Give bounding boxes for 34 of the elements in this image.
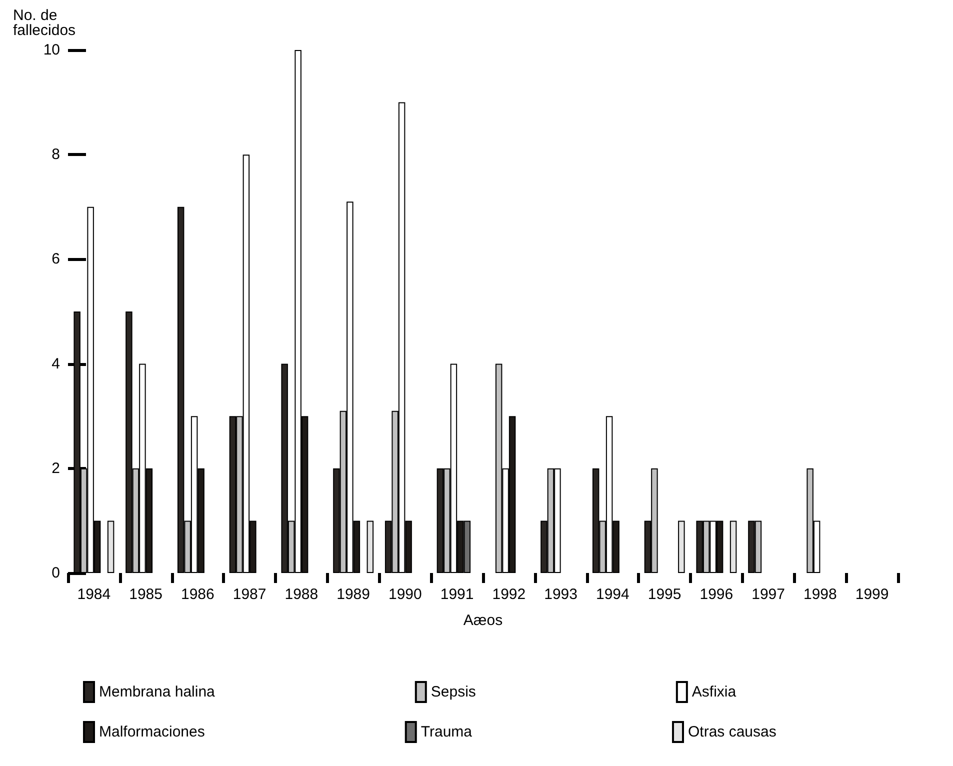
x-tick-label: 1986 xyxy=(181,586,214,603)
y-tick-label: 10 xyxy=(43,42,60,58)
x-tick-label: 1997 xyxy=(752,586,785,603)
y-tick-label: 0 xyxy=(52,564,60,582)
legend-label: Asfixia xyxy=(692,684,737,700)
bar xyxy=(107,520,114,573)
y-tick-label: 2 xyxy=(52,460,60,477)
legend-label: Trauma xyxy=(420,724,473,740)
x-tick-label: 1990 xyxy=(388,586,422,603)
bar xyxy=(678,520,685,573)
legend-label: Otras causas xyxy=(688,724,776,740)
x-tick-label: 1987 xyxy=(232,586,266,603)
y-tick-label: 4 xyxy=(52,355,60,372)
x-tick-label: 1991 xyxy=(440,586,474,603)
legend-label: Membrana halina xyxy=(99,684,216,700)
y-axis-title: No. de fallecidos xyxy=(13,7,76,39)
x-tick-label: 1984 xyxy=(77,586,111,603)
x-tick-label: 1995 xyxy=(648,586,682,603)
x-tick-label: 1999 xyxy=(855,586,889,603)
legend-label: Sepsis xyxy=(430,684,476,700)
x-tick-label: 1993 xyxy=(544,586,578,603)
bar xyxy=(730,520,737,573)
x-tick-label: 1988 xyxy=(284,586,318,603)
y-tick-label: 6 xyxy=(52,250,60,268)
x-tick-label: 1985 xyxy=(129,586,162,603)
x-tick-label: 1992 xyxy=(492,586,526,603)
bar xyxy=(366,520,374,573)
x-tick-label: 1989 xyxy=(336,586,370,603)
y-tick-label: 8 xyxy=(52,146,60,164)
x-tick-label: 1996 xyxy=(700,586,734,603)
x-axis-title: Aæos xyxy=(463,612,503,629)
legend-label: Malformaciones xyxy=(99,724,205,740)
x-tick-label: 1998 xyxy=(804,586,837,603)
x-tick-label: 1994 xyxy=(596,586,630,603)
